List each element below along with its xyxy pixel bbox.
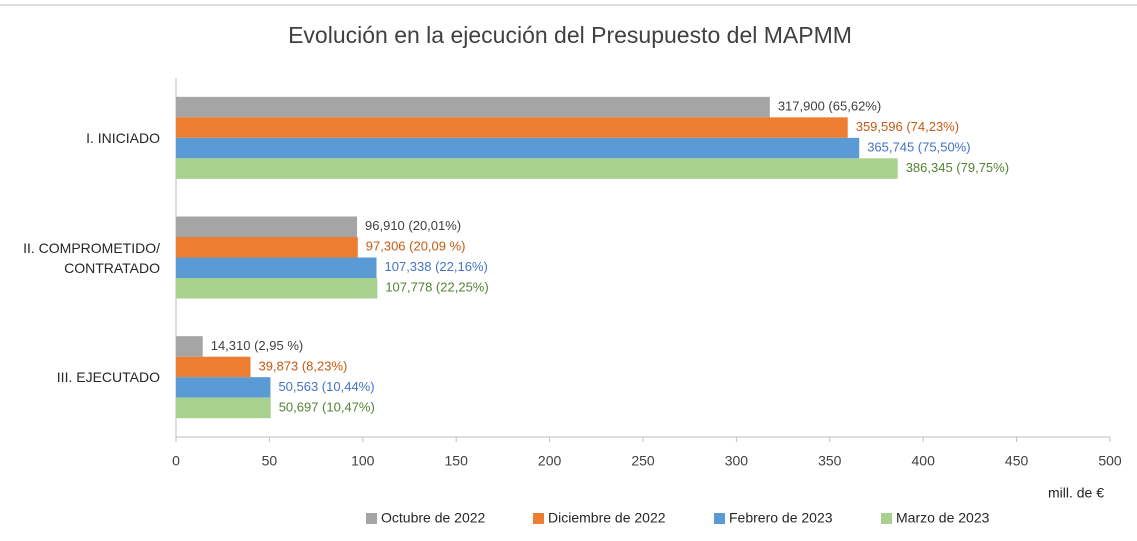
legend-swatch xyxy=(366,513,377,524)
x-tick-label: 350 xyxy=(818,453,842,469)
bar xyxy=(176,336,203,357)
data-label: 50,563 (10,44%) xyxy=(278,379,374,394)
x-tick-label: 0 xyxy=(172,453,180,469)
data-label: 107,338 (22,16%) xyxy=(385,259,488,274)
bar xyxy=(176,96,770,118)
x-tick-label: 50 xyxy=(262,453,278,469)
data-label: 96,910 (20,01%) xyxy=(365,218,461,233)
x-tick-label: 150 xyxy=(445,453,469,469)
bar xyxy=(176,137,860,159)
x-tick-label: 100 xyxy=(351,453,375,469)
y-tick-label: II. COMPROMETIDO/ CONTRATADO xyxy=(23,239,160,276)
data-label: 107,778 (22,25%) xyxy=(385,280,488,295)
x-tick-label: 500 xyxy=(1098,453,1122,469)
bar xyxy=(176,257,377,278)
chart-title: Evolución en la ejecución del Presupuest… xyxy=(288,22,852,48)
bar xyxy=(176,216,358,237)
data-label: 14,310 (2,95 %) xyxy=(211,338,304,353)
bar xyxy=(176,278,378,299)
data-label: 359,596 (74,23%) xyxy=(856,119,959,134)
bar xyxy=(176,377,271,398)
legend-label: Diciembre de 2022 xyxy=(548,510,666,526)
legend-swatch xyxy=(714,513,725,524)
x-tick-label: 300 xyxy=(725,453,749,469)
bar xyxy=(176,356,251,378)
y-tick-label: III. EJECUTADO xyxy=(56,369,160,386)
bar xyxy=(176,158,898,179)
bar xyxy=(176,397,271,419)
data-label: 97,306 (20,09 %) xyxy=(366,239,466,254)
legend-swatch xyxy=(533,513,544,524)
data-label: 39,873 (8,23%) xyxy=(258,358,347,373)
data-label: 365,745 (75,50%) xyxy=(867,140,970,155)
x-tick-label: 250 xyxy=(631,453,655,469)
x-tick-label: 200 xyxy=(538,453,562,469)
legend-swatch xyxy=(881,513,892,524)
x-tick-label: 400 xyxy=(912,453,936,469)
x-tick-label: 450 xyxy=(1005,453,1029,469)
data-label: 317,900 (65,62%) xyxy=(778,99,881,114)
legend-label: Octubre de 2022 xyxy=(381,510,486,526)
x-axis-label: mill. de € xyxy=(1048,485,1104,501)
data-label: 386,345 (79,75%) xyxy=(906,160,1009,175)
y-tick-label: I. INICIADO xyxy=(86,129,160,146)
legend-label: Febrero de 2023 xyxy=(729,510,833,526)
bar xyxy=(176,117,848,138)
bar xyxy=(176,237,358,258)
data-label: 50,697 (10,47%) xyxy=(279,399,375,414)
legend-label: Marzo de 2023 xyxy=(896,510,990,526)
